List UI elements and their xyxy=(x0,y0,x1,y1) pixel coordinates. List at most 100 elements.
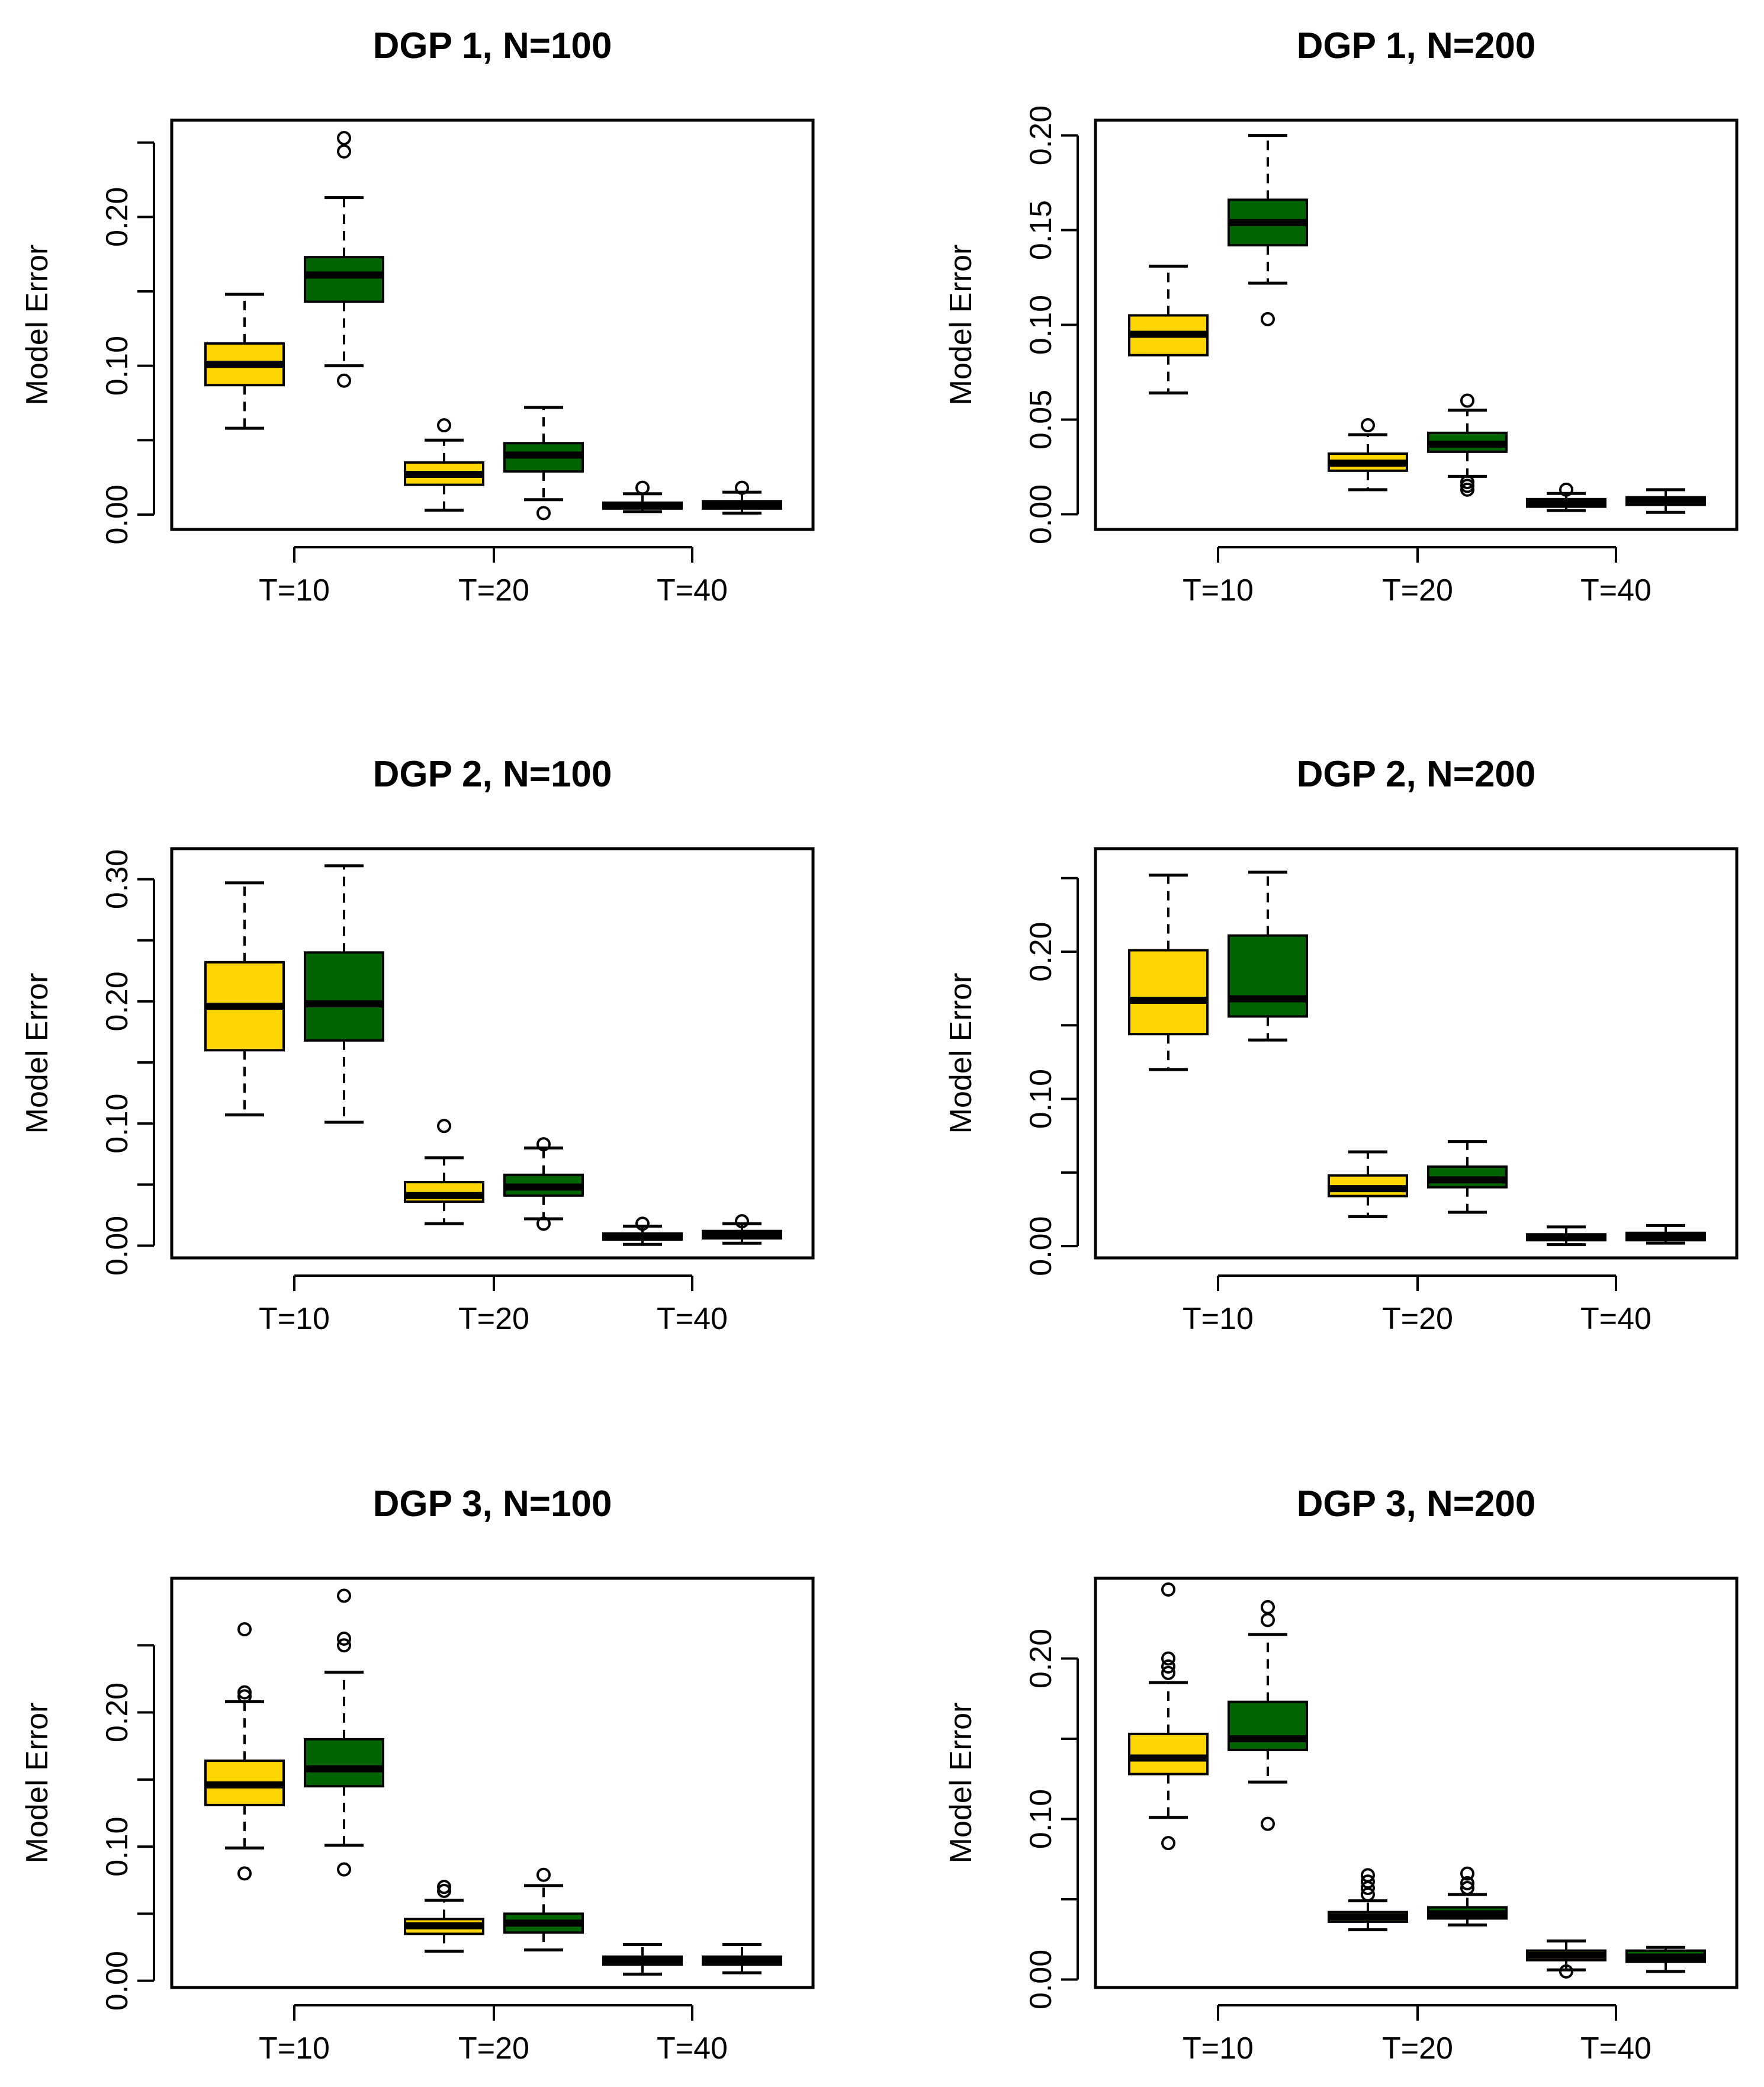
outlier-point xyxy=(237,1689,252,1704)
boxplot-T20-B xyxy=(1427,1140,1508,1214)
outlier-point xyxy=(1261,1600,1275,1614)
outlier-point xyxy=(337,373,351,388)
x-category-label: T=10 xyxy=(259,2031,330,2066)
x-category-label: T=40 xyxy=(1580,2031,1651,2066)
x-category-label: T=10 xyxy=(1183,2031,1254,2066)
panel-title: DGP 3, N=100 xyxy=(373,1484,612,1524)
plot-frame xyxy=(170,1577,815,1989)
outlier-point xyxy=(735,1214,749,1229)
outlier-point xyxy=(536,1137,551,1152)
iqr-box xyxy=(304,1738,384,1788)
panel-title: DGP 1, N=200 xyxy=(1297,25,1536,66)
outlier-point xyxy=(1261,312,1275,326)
outlier-point xyxy=(635,480,650,495)
outlier-point xyxy=(237,1685,252,1700)
x-category-label: T=40 xyxy=(1580,573,1651,608)
boxplot-T20-B xyxy=(503,1137,584,1231)
boxplot-T40-A xyxy=(1526,482,1606,512)
y-tick-label: 0.10 xyxy=(1024,1069,1058,1129)
outlier-point xyxy=(1161,1836,1175,1851)
y-tick-label: 0.00 xyxy=(100,1216,134,1276)
x-category-label: T=40 xyxy=(1580,1302,1651,1336)
iqr-box xyxy=(1128,949,1209,1036)
outlier-point xyxy=(635,1216,650,1231)
outlier-point xyxy=(1161,1665,1175,1680)
iqr-box xyxy=(304,256,384,303)
outlier-point xyxy=(536,506,551,521)
boxplot-T20-A xyxy=(404,418,484,512)
iqr-box xyxy=(1228,1700,1308,1751)
panel-3: DGP 2, N=100 Model Error 0.00 0.10 0.20 0.30 T… xyxy=(20,754,815,1336)
boxplot-T20-A xyxy=(404,1119,484,1225)
boxplot-T10-B xyxy=(304,1588,384,1877)
x-category-label: T=20 xyxy=(1382,2031,1453,2066)
plot-frame xyxy=(1094,847,1739,1260)
x-category-label: T=10 xyxy=(1183,573,1254,608)
boxplot-T40-B xyxy=(1625,1945,1706,1973)
boxplot-T10-A xyxy=(1128,264,1209,395)
outlier-point xyxy=(1361,1874,1375,1889)
y-tick-label: 0.10 xyxy=(100,336,134,396)
iqr-box xyxy=(1128,1732,1209,1775)
plot-frame xyxy=(1094,1577,1739,1989)
panel-title: DGP 1, N=100 xyxy=(373,25,612,66)
boxplot-T20-B xyxy=(503,406,584,521)
outlier-point xyxy=(437,418,451,433)
outlier-point xyxy=(1261,1816,1275,1831)
x-category-label: T=40 xyxy=(657,1302,728,1336)
outlier-point xyxy=(536,1216,551,1231)
y-axis-label: Model Error xyxy=(944,973,978,1134)
iqr-box xyxy=(304,951,384,1042)
y-tick-label: 0.15 xyxy=(1024,200,1058,260)
y-axis-label: Model Error xyxy=(944,245,978,406)
boxplot-T40-A xyxy=(602,1216,683,1246)
y-tick-label: 0.00 xyxy=(1024,1216,1058,1276)
outlier-point xyxy=(1460,393,1474,408)
boxplot-T20-B xyxy=(503,1867,584,1952)
outlier-point xyxy=(1361,1868,1375,1883)
y-tick-label: 0.20 xyxy=(100,971,134,1031)
outlier-point xyxy=(1460,1876,1474,1890)
outlier-point xyxy=(237,1866,252,1881)
boxplot-T40-A xyxy=(1526,1939,1606,1979)
y-tick-label: 0.30 xyxy=(100,849,134,909)
y-tick-label: 0.00 xyxy=(1024,1950,1058,2009)
y-tick-label: 0.00 xyxy=(100,1951,134,2011)
outlier-point xyxy=(437,1883,451,1898)
y-tick-label: 0.20 xyxy=(1024,105,1058,165)
panel-title: DGP 2, N=100 xyxy=(373,754,612,795)
boxplot-T40-B xyxy=(702,1214,782,1245)
boxplot-T10-A xyxy=(204,293,285,430)
panel-title: DGP 3, N=200 xyxy=(1297,1484,1536,1524)
y-tick-label: 0.20 xyxy=(100,1683,134,1742)
panel-6: DGP 3, N=200 Model Error 0.00 0.10 0.20 T=10 T… xyxy=(944,1484,1739,2066)
panel-5: DGP 3, N=100 Model Error 0.00 0.10 0.20 T=10 T… xyxy=(20,1484,815,2066)
x-category-label: T=20 xyxy=(1382,1302,1453,1336)
outlier-point xyxy=(337,1638,351,1653)
boxplot-T20-B xyxy=(1427,393,1508,497)
x-category-label: T=20 xyxy=(458,2031,529,2066)
boxplot-T40-A xyxy=(602,480,683,513)
x-category-label: T=10 xyxy=(1183,1302,1254,1336)
boxplot-T10-B xyxy=(1228,871,1308,1042)
y-tick-label: 0.20 xyxy=(1024,922,1058,981)
outlier-point xyxy=(437,1880,451,1895)
y-tick-label: 0.10 xyxy=(100,1817,134,1877)
boxplot-T10-B xyxy=(1228,1600,1308,1831)
outlier-point xyxy=(1559,482,1573,497)
outlier-point xyxy=(1559,1964,1573,1979)
outlier-point xyxy=(1361,418,1375,433)
y-tick-label: 0.20 xyxy=(100,187,134,247)
x-category-label: T=40 xyxy=(657,573,728,608)
y-tick-label: 0.10 xyxy=(100,1093,134,1153)
boxplot-T40-B xyxy=(702,1943,782,1974)
boxplot-T20-A xyxy=(1328,1868,1408,1931)
outlier-point xyxy=(1261,1613,1275,1627)
outlier-point xyxy=(337,131,351,146)
boxplot-T20-A xyxy=(404,1880,484,1953)
outlier-point xyxy=(1460,482,1474,497)
outlier-point xyxy=(1161,1651,1175,1666)
y-axis-label: Model Error xyxy=(20,973,54,1134)
y-axis-label: Model Error xyxy=(20,1703,54,1864)
boxplot-T20-A xyxy=(1328,1150,1408,1218)
